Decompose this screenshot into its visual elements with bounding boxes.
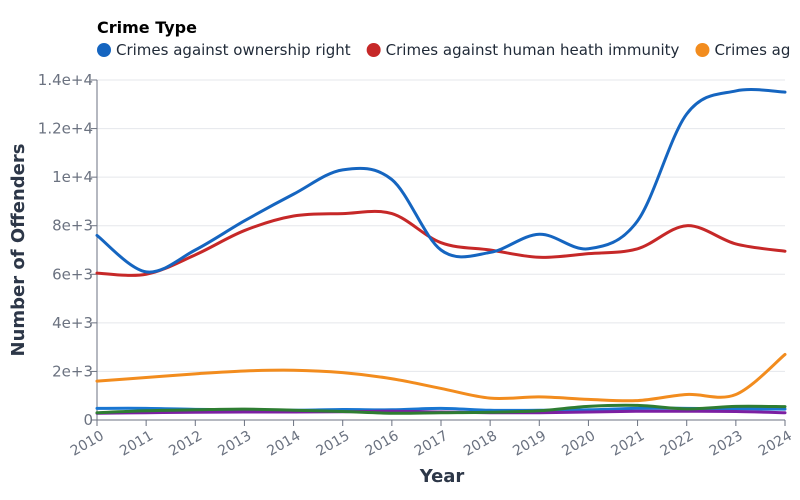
x-tick-label: 2011 [117,428,156,460]
series-line-3 [95,352,787,403]
legend-marker [695,43,710,57]
legend-marker [366,43,381,57]
y-tick-label: 1.4e+4 [38,71,93,89]
legend-item-1[interactable]: Crimes against ownership right [97,41,351,59]
x-tick-label: 2016 [363,428,402,460]
series-line-1 [95,88,787,274]
legend-marker [97,43,111,57]
x-tick-label: 2018 [461,428,500,460]
x-tick-label: 2014 [265,428,304,460]
y-tick-label: 4e+3 [52,314,93,332]
x-tick-label: 2024 [756,428,795,460]
y-tick-label: 0 [83,411,93,429]
x-tick-label: 2023 [707,428,746,460]
axes: 0 2e+3 4e+3 6e+3 8e+3 1e+4 1.2e+4 1.4e+4 2010 201… [38,71,795,460]
legend: Crime Type Crimes against ownership righ… [97,18,790,59]
series-line-4 [95,403,787,415]
x-tick-label: 2021 [609,428,648,460]
y-tick-label: 8e+3 [52,217,93,235]
x-tick-label: 2020 [559,428,598,460]
x-tick-label: 2017 [412,428,451,460]
legend-item-2[interactable]: Crimes against human heath immunity [366,41,680,59]
x-tick-label: 2019 [510,428,549,460]
x-tick-label: 2015 [314,428,353,460]
x-axis-title: Year [419,466,465,487]
legend-title: Crime Type [97,18,197,37]
y-axis-title: Number of Offenders [8,144,29,357]
y-tick-label: 2e+3 [52,362,93,380]
gridlines [97,79,785,372]
x-tick-label: 2012 [166,428,205,460]
y-tick-label: 6e+3 [52,265,93,283]
legend-label: Crimes against human heath immunity [386,41,680,59]
y-tick-label: 1e+4 [52,168,93,186]
series-lines [95,88,787,415]
x-tick-label: 2013 [215,428,254,460]
y-tick-label: 1.2e+4 [38,120,93,138]
series-line-2 [95,209,787,277]
legend-label: Crimes against ownership right [116,41,351,59]
x-tick-label: 2010 [68,428,107,460]
legend-label: Crimes ag [714,41,790,59]
legend-item-3[interactable]: Crimes ag [695,41,790,59]
x-tick-label: 2022 [658,428,697,460]
